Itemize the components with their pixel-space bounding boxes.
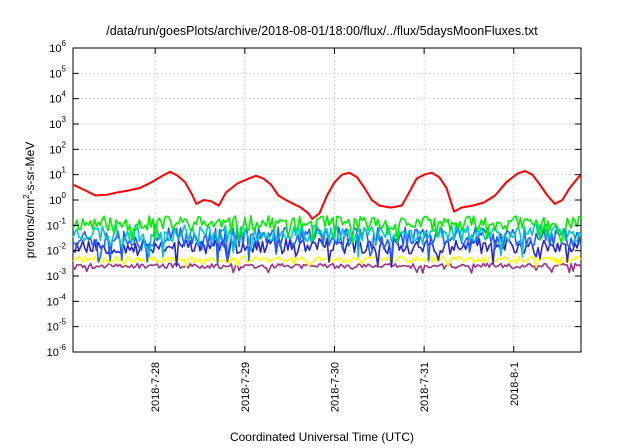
y-tick-exp: 5: [62, 64, 67, 73]
y-tick-label: 103: [49, 115, 66, 131]
chart-title: /data/run/goesPlots/archive/2018-08-01/1…: [106, 24, 538, 38]
x-axis-label: Coordinated Universal Time (UTC): [230, 430, 414, 444]
y-tick-base: 10: [47, 271, 59, 283]
y-axis-label: protons/cm2-s-sr-MeV: [22, 142, 37, 258]
y-tick-exp: 6: [62, 39, 67, 48]
y-tick-base: 10: [49, 68, 61, 80]
y-tick-label: 10-3: [47, 267, 67, 283]
y-tick-exp: -6: [59, 343, 67, 352]
series-line: [72, 215, 582, 245]
y-axis-ticks: 10610510410310210110010-110-210-310-410-…: [47, 39, 581, 359]
y-tick-exp: -2: [59, 242, 67, 251]
y-tick-exp: 3: [62, 115, 67, 124]
x-tick-label: 2018-7-28: [150, 362, 162, 412]
y-tick-base: 10: [49, 144, 61, 156]
y-tick-label: 10-4: [47, 292, 67, 308]
y-tick-label: 10-6: [47, 343, 67, 359]
y-tick-label: 10-1: [47, 216, 67, 232]
y-tick-base: 10: [47, 322, 59, 334]
y-tick-base: 10: [47, 296, 59, 308]
y-axis-label-base: protons/cm: [23, 199, 37, 258]
y-tick-label: 100: [49, 191, 66, 207]
y-tick-label: 10-2: [47, 242, 67, 258]
y-tick-exp: 2: [62, 140, 67, 149]
series-layer: [72, 170, 582, 274]
y-tick-base: 10: [47, 246, 59, 258]
y-tick-label: 10-5: [47, 318, 67, 334]
y-tick-exp: -3: [59, 267, 67, 276]
y-tick-base: 10: [49, 94, 61, 106]
y-tick-exp: 0: [62, 191, 67, 200]
x-tick-label: 2018-7-29: [240, 362, 252, 412]
y-tick-label: 105: [49, 64, 66, 80]
y-tick-exp: -4: [59, 292, 67, 301]
y-tick-base: 10: [47, 220, 59, 232]
y-tick-base: 10: [49, 170, 61, 182]
x-axis-ticks: 2018-7-28 2018-7-29 2018-7-30 2018-7-31 2018…: [150, 48, 521, 412]
y-tick-base: 10: [49, 195, 61, 207]
series-line: [72, 262, 582, 274]
y-tick-label: 106: [49, 39, 66, 55]
series-line: [72, 170, 582, 220]
y-tick-label: 104: [49, 90, 66, 106]
series-line: [72, 255, 582, 269]
x-tick-label: 2018-8-1: [509, 362, 521, 406]
y-axis-label-rest: -s-sr-MeV: [23, 142, 37, 195]
y-tick-exp: 1: [62, 166, 67, 175]
y-tick-base: 10: [49, 43, 61, 55]
y-axis-label-exp: 2: [22, 194, 31, 199]
x-tick-label: 2018-7-31: [419, 362, 431, 412]
y-tick-base: 10: [49, 119, 61, 131]
x-tick-label: 2018-7-30: [329, 362, 341, 412]
y-tick-exp: -1: [59, 216, 67, 225]
y-tick-label: 101: [49, 166, 66, 182]
plot-area: 10610510410310210110010-110-210-310-410-…: [47, 39, 582, 412]
y-tick-exp: -5: [59, 318, 67, 327]
series-line: [72, 223, 582, 258]
y-tick-label: 102: [49, 140, 66, 156]
y-tick-base: 10: [47, 347, 59, 359]
y-tick-exp: 4: [62, 90, 67, 99]
grid-lines: [73, 48, 581, 352]
